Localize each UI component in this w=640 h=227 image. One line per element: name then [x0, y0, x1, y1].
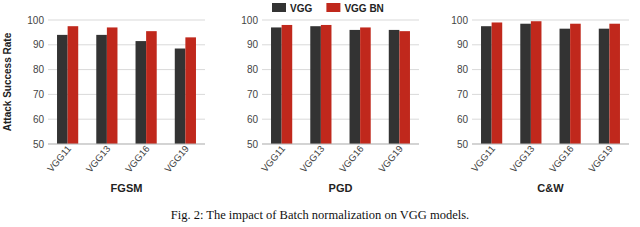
x-tick-label: VGG19	[586, 143, 615, 174]
bar	[57, 35, 68, 144]
y-tick-label: 60	[457, 114, 469, 125]
bar	[146, 31, 157, 144]
bar	[185, 37, 196, 144]
x-tick-label: VGG11	[45, 143, 73, 174]
y-tick-label: 50	[457, 139, 469, 150]
y-tick-label: 100	[241, 15, 258, 26]
panel-title: C&W	[537, 182, 564, 194]
y-tick-label: 70	[457, 89, 469, 100]
x-tick-label: VGG16	[547, 143, 576, 174]
x-tick-label: VGG13	[298, 143, 327, 174]
caption: Fig. 2: The impact of Batch normalizatio…	[171, 208, 469, 222]
panel: 50 60 70 80 90 100 VGG11 VGG13 VGG16 VGG19 FGSM Att…	[2, 15, 205, 195]
bar	[599, 29, 610, 144]
bar	[570, 24, 581, 144]
legend-swatch	[272, 3, 286, 12]
y-tick-label: 60	[33, 114, 45, 125]
bar	[68, 26, 79, 144]
y-tick-label: 90	[33, 39, 45, 50]
bar	[609, 24, 620, 144]
grid-line	[472, 20, 629, 21]
x-tick-label: VGG13	[508, 143, 537, 174]
x-tick-label: VGG11	[259, 143, 287, 174]
bar	[492, 22, 503, 144]
figure: 50 60 70 80 90 100 VGG11 VGG13 VGG16 VGG19 FGSM Att…	[0, 0, 640, 227]
bar	[107, 27, 118, 144]
panel-title: FGSM	[111, 182, 143, 194]
grid-line	[48, 20, 205, 21]
bar	[389, 30, 400, 144]
bars	[271, 25, 410, 144]
bar	[175, 49, 186, 144]
bar	[531, 21, 542, 144]
legend: VGG VGG BN	[272, 3, 384, 14]
x-tick-label: VGG11	[469, 143, 497, 174]
grid-line	[48, 144, 205, 145]
bar	[481, 26, 492, 144]
bar	[282, 25, 293, 144]
bar	[520, 24, 531, 144]
x-tick-label: VGG19	[376, 143, 405, 174]
y-axis-label: Attack Success Rate	[2, 32, 13, 131]
bar	[560, 29, 571, 144]
y-tick-label: 100	[451, 15, 468, 26]
bar	[321, 25, 332, 144]
grid-line	[262, 20, 419, 21]
legend-swatch	[326, 3, 340, 12]
bar	[360, 27, 371, 144]
bar	[96, 35, 107, 144]
x-axis	[262, 144, 419, 145]
x-tick-label: VGG19	[162, 143, 191, 174]
bar	[399, 31, 410, 144]
bars	[481, 21, 620, 144]
y-tick-label: 90	[457, 39, 469, 50]
grid-line	[472, 144, 629, 145]
x-axis	[48, 144, 205, 145]
x-axis	[472, 144, 629, 145]
bar	[136, 41, 147, 144]
y-tick-label: 50	[247, 139, 259, 150]
y-tick-label: 100	[27, 15, 44, 26]
y-tick-label: 80	[457, 64, 469, 75]
y-tick-label: 60	[247, 114, 259, 125]
legend-label: VGG BN	[344, 3, 383, 14]
panel: 50 60 70 80 90 100 VGG11 VGG13 VGG16 VGG19 PGD	[241, 15, 419, 195]
bar	[271, 27, 282, 144]
bars	[57, 26, 196, 144]
panel: 50 60 70 80 90 100 VGG11 VGG13 VGG16 VGG19 C&W	[451, 15, 629, 195]
bar	[350, 30, 361, 144]
grid-line	[262, 144, 419, 145]
x-tick-label: VGG16	[337, 143, 366, 174]
y-tick-label: 50	[33, 139, 45, 150]
legend-label: VGG	[290, 3, 312, 14]
x-tick-label: VGG16	[123, 143, 152, 174]
y-tick-label: 70	[247, 89, 259, 100]
y-tick-label: 80	[247, 64, 259, 75]
y-tick-label: 90	[247, 39, 259, 50]
y-tick-label: 80	[33, 64, 45, 75]
panel-title: PGD	[329, 182, 353, 194]
x-tick-label: VGG13	[84, 143, 113, 174]
bar	[310, 26, 321, 144]
y-tick-label: 70	[33, 89, 45, 100]
